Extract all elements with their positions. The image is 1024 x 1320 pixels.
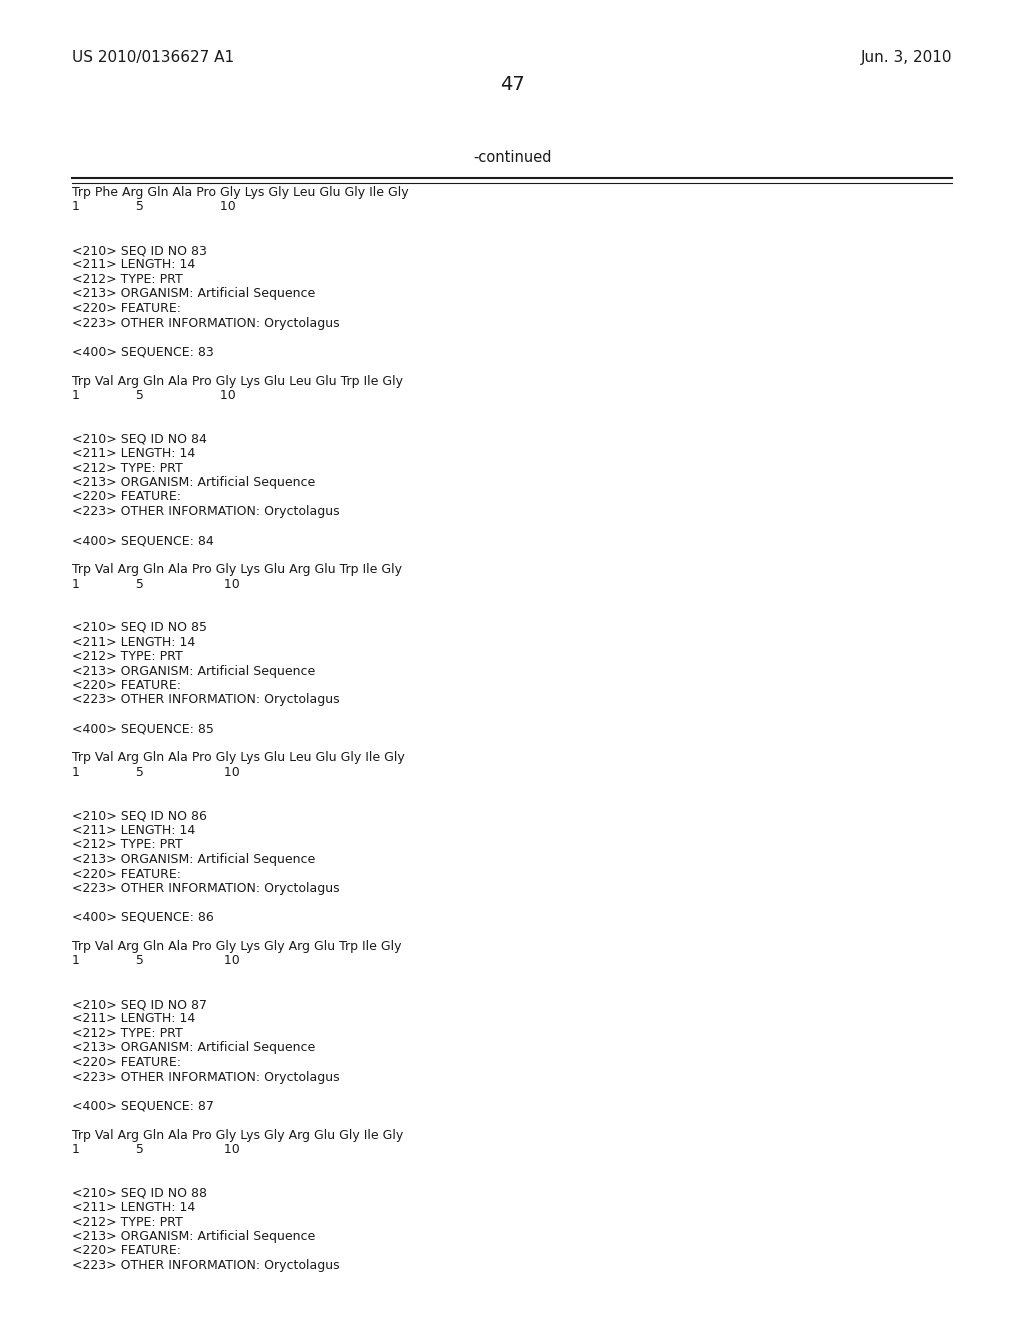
Text: -continued: -continued bbox=[473, 150, 551, 165]
Text: Trp Val Arg Gln Ala Pro Gly Lys Glu Leu Glu Gly Ile Gly: Trp Val Arg Gln Ala Pro Gly Lys Glu Leu … bbox=[72, 751, 404, 764]
Text: 1              5                    10: 1 5 10 bbox=[72, 578, 240, 590]
Text: <213> ORGANISM: Artificial Sequence: <213> ORGANISM: Artificial Sequence bbox=[72, 288, 315, 301]
Text: <211> LENGTH: 14: <211> LENGTH: 14 bbox=[72, 447, 196, 459]
Text: <212> TYPE: PRT: <212> TYPE: PRT bbox=[72, 273, 182, 286]
Text: <213> ORGANISM: Artificial Sequence: <213> ORGANISM: Artificial Sequence bbox=[72, 1230, 315, 1243]
Text: <400> SEQUENCE: 84: <400> SEQUENCE: 84 bbox=[72, 535, 214, 546]
Text: <213> ORGANISM: Artificial Sequence: <213> ORGANISM: Artificial Sequence bbox=[72, 1041, 315, 1055]
Text: <400> SEQUENCE: 87: <400> SEQUENCE: 87 bbox=[72, 1100, 214, 1113]
Text: <212> TYPE: PRT: <212> TYPE: PRT bbox=[72, 462, 182, 474]
Text: Jun. 3, 2010: Jun. 3, 2010 bbox=[860, 50, 952, 65]
Text: 1              5                    10: 1 5 10 bbox=[72, 1143, 240, 1156]
Text: <210> SEQ ID NO 87: <210> SEQ ID NO 87 bbox=[72, 998, 207, 1011]
Text: <400> SEQUENCE: 83: <400> SEQUENCE: 83 bbox=[72, 346, 214, 359]
Text: <400> SEQUENCE: 86: <400> SEQUENCE: 86 bbox=[72, 911, 214, 924]
Text: <223> OTHER INFORMATION: Oryctolagus: <223> OTHER INFORMATION: Oryctolagus bbox=[72, 882, 340, 895]
Text: <210> SEQ ID NO 84: <210> SEQ ID NO 84 bbox=[72, 433, 207, 446]
Text: Trp Val Arg Gln Ala Pro Gly Lys Gly Arg Glu Gly Ile Gly: Trp Val Arg Gln Ala Pro Gly Lys Gly Arg … bbox=[72, 1129, 403, 1142]
Text: <223> OTHER INFORMATION: Oryctolagus: <223> OTHER INFORMATION: Oryctolagus bbox=[72, 317, 340, 330]
Text: <212> TYPE: PRT: <212> TYPE: PRT bbox=[72, 1216, 182, 1229]
Text: <211> LENGTH: 14: <211> LENGTH: 14 bbox=[72, 824, 196, 837]
Text: <223> OTHER INFORMATION: Oryctolagus: <223> OTHER INFORMATION: Oryctolagus bbox=[72, 1071, 340, 1084]
Text: <223> OTHER INFORMATION: Oryctolagus: <223> OTHER INFORMATION: Oryctolagus bbox=[72, 693, 340, 706]
Text: <213> ORGANISM: Artificial Sequence: <213> ORGANISM: Artificial Sequence bbox=[72, 664, 315, 677]
Text: Trp Val Arg Gln Ala Pro Gly Lys Gly Arg Glu Trp Ile Gly: Trp Val Arg Gln Ala Pro Gly Lys Gly Arg … bbox=[72, 940, 401, 953]
Text: <210> SEQ ID NO 85: <210> SEQ ID NO 85 bbox=[72, 620, 207, 634]
Text: <211> LENGTH: 14: <211> LENGTH: 14 bbox=[72, 1012, 196, 1026]
Text: Trp Val Arg Gln Ala Pro Gly Lys Glu Arg Glu Trp Ile Gly: Trp Val Arg Gln Ala Pro Gly Lys Glu Arg … bbox=[72, 564, 402, 576]
Text: <211> LENGTH: 14: <211> LENGTH: 14 bbox=[72, 259, 196, 272]
Text: 1              5                   10: 1 5 10 bbox=[72, 201, 236, 214]
Text: Trp Val Arg Gln Ala Pro Gly Lys Glu Leu Glu Trp Ile Gly: Trp Val Arg Gln Ala Pro Gly Lys Glu Leu … bbox=[72, 375, 403, 388]
Text: <213> ORGANISM: Artificial Sequence: <213> ORGANISM: Artificial Sequence bbox=[72, 477, 315, 488]
Text: <223> OTHER INFORMATION: Oryctolagus: <223> OTHER INFORMATION: Oryctolagus bbox=[72, 506, 340, 517]
Text: 1              5                    10: 1 5 10 bbox=[72, 954, 240, 968]
Text: <212> TYPE: PRT: <212> TYPE: PRT bbox=[72, 1027, 182, 1040]
Text: <220> FEATURE:: <220> FEATURE: bbox=[72, 678, 181, 692]
Text: <220> FEATURE:: <220> FEATURE: bbox=[72, 302, 181, 315]
Text: <223> OTHER INFORMATION: Oryctolagus: <223> OTHER INFORMATION: Oryctolagus bbox=[72, 1259, 340, 1272]
Text: <211> LENGTH: 14: <211> LENGTH: 14 bbox=[72, 1201, 196, 1214]
Text: <213> ORGANISM: Artificial Sequence: <213> ORGANISM: Artificial Sequence bbox=[72, 853, 315, 866]
Text: <220> FEATURE:: <220> FEATURE: bbox=[72, 1056, 181, 1069]
Text: 1              5                   10: 1 5 10 bbox=[72, 389, 236, 403]
Text: <212> TYPE: PRT: <212> TYPE: PRT bbox=[72, 649, 182, 663]
Text: <400> SEQUENCE: 85: <400> SEQUENCE: 85 bbox=[72, 722, 214, 735]
Text: <220> FEATURE:: <220> FEATURE: bbox=[72, 1245, 181, 1258]
Text: <220> FEATURE:: <220> FEATURE: bbox=[72, 867, 181, 880]
Text: US 2010/0136627 A1: US 2010/0136627 A1 bbox=[72, 50, 234, 65]
Text: <211> LENGTH: 14: <211> LENGTH: 14 bbox=[72, 635, 196, 648]
Text: <210> SEQ ID NO 86: <210> SEQ ID NO 86 bbox=[72, 809, 207, 822]
Text: 1              5                    10: 1 5 10 bbox=[72, 766, 240, 779]
Text: <210> SEQ ID NO 88: <210> SEQ ID NO 88 bbox=[72, 1187, 207, 1200]
Text: 47: 47 bbox=[500, 75, 524, 94]
Text: <220> FEATURE:: <220> FEATURE: bbox=[72, 491, 181, 503]
Text: Trp Phe Arg Gln Ala Pro Gly Lys Gly Leu Glu Gly Ile Gly: Trp Phe Arg Gln Ala Pro Gly Lys Gly Leu … bbox=[72, 186, 409, 199]
Text: <212> TYPE: PRT: <212> TYPE: PRT bbox=[72, 838, 182, 851]
Text: <210> SEQ ID NO 83: <210> SEQ ID NO 83 bbox=[72, 244, 207, 257]
